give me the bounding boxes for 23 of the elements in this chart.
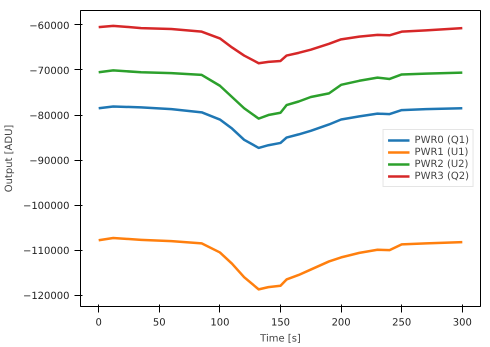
legend-label: PWR1 (U1) (414, 146, 468, 158)
x-tick-label: 150 (270, 318, 290, 328)
x-tick-label: 200 (332, 318, 351, 328)
x-axis-title: Time [s] (259, 334, 301, 344)
y-tick-label: −80000 (29, 111, 70, 122)
y-axis-title: Output [ADU] (4, 124, 15, 192)
y-tick-label: −70000 (29, 66, 70, 77)
x-tick-label: 100 (210, 318, 230, 328)
y-tick-label: −60000 (29, 20, 70, 32)
y-tick-label: −120000 (22, 291, 70, 302)
x-tick-label: 50 (152, 318, 166, 328)
x-tick-label: 250 (392, 318, 412, 328)
line-series (97, 24, 464, 64)
y-tick-label: −100000 (22, 201, 70, 212)
legend-label: PWR2 (U2) (414, 158, 468, 170)
line-series (97, 69, 464, 120)
x-tick-label: 0 (96, 318, 102, 328)
line-series (97, 236, 464, 291)
legend-label: PWR3 (Q2) (414, 170, 469, 182)
x-tick-label: 300 (452, 318, 472, 328)
legend-label: PWR0 (Q1) (414, 134, 469, 146)
y-tick-label: −110000 (22, 246, 70, 258)
y-tick-label: −90000 (29, 156, 70, 168)
